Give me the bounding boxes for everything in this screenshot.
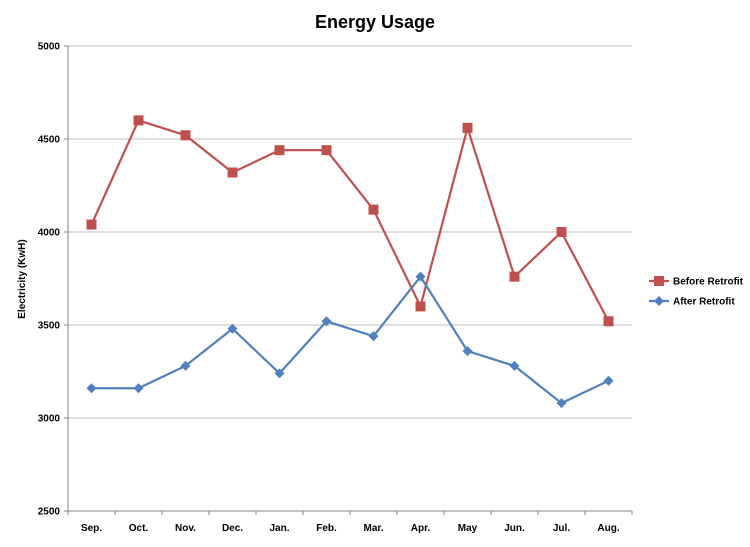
- series-line: [91, 275, 609, 405]
- x-axis-tick-labels: Sep. Oct. Nov. Dec. Jan. Feb. Mar. Apr. May Jun. J…: [81, 523, 620, 534]
- data-point-marker: [86, 383, 97, 394]
- gridlines: [68, 45, 632, 419]
- x-tick-label: Oct.: [129, 523, 149, 534]
- y-tick-label: 4000: [38, 228, 61, 239]
- y-tick-label: 5000: [38, 42, 61, 53]
- x-tick-label: May: [458, 523, 478, 534]
- data-point-marker: [274, 368, 285, 379]
- data-point-marker: [415, 271, 426, 282]
- data-point-marker: [321, 316, 332, 327]
- data-point-marker: [509, 360, 520, 371]
- data-point-marker: [603, 375, 614, 386]
- data-point-marker: [274, 145, 285, 156]
- data-point-marker: [180, 360, 191, 371]
- series-line: [90, 119, 610, 322]
- legend-marker: [654, 296, 664, 306]
- data-point-marker: [321, 145, 332, 156]
- legend-label: After Retrofit: [673, 297, 735, 308]
- data-point-marker: [133, 383, 144, 394]
- x-tick-label: Dec.: [222, 523, 243, 534]
- x-tick-label: Jan.: [269, 523, 289, 534]
- x-tick-label: Jun.: [504, 523, 525, 534]
- data-point-marker: [556, 398, 567, 409]
- y-tick-label: 4500: [38, 135, 61, 146]
- data-series: [86, 115, 614, 409]
- data-point-marker: [368, 204, 379, 215]
- x-tick-label: Sep.: [81, 523, 102, 534]
- axes: [64, 45, 633, 515]
- x-tick-label: Nov.: [175, 523, 196, 534]
- data-point-marker: [509, 271, 520, 282]
- data-point-marker: [415, 301, 426, 312]
- data-point-marker: [462, 122, 473, 133]
- y-tick-label: 3500: [38, 321, 61, 332]
- x-tick-label: Feb.: [316, 523, 337, 534]
- data-point-marker: [368, 331, 379, 342]
- y-tick-label: 2500: [38, 507, 61, 518]
- legend-marker: [654, 276, 664, 286]
- legend-entry: After Retrofit: [649, 296, 735, 308]
- y-axis-tick-labels: 2500 3000 3500 4000 4500 5000: [38, 42, 61, 518]
- data-point-marker: [227, 323, 238, 334]
- legend-label: Before Retrofit: [673, 277, 744, 288]
- y-axis-title: Electricity (KwH): [17, 239, 28, 318]
- x-tick-label: Aug.: [597, 523, 619, 534]
- y-tick-label: 3000: [38, 414, 61, 425]
- data-point-marker: [462, 346, 473, 357]
- data-point-marker: [86, 219, 97, 230]
- x-tick-label: Jul.: [553, 523, 570, 534]
- data-point-marker: [133, 115, 144, 126]
- data-point-marker: [556, 227, 567, 237]
- chart-title: Energy Usage: [315, 12, 435, 32]
- data-point-marker: [227, 167, 238, 178]
- data-point-marker: [603, 316, 614, 327]
- series-after-retrofit: [86, 271, 614, 409]
- x-tick-label: Apr.: [411, 523, 431, 534]
- legend: Before Retrofit After Retrofit: [649, 276, 744, 308]
- x-tick-label: Mar.: [363, 523, 383, 534]
- legend-entry: Before Retrofit: [649, 276, 744, 288]
- series-before-retrofit: [86, 115, 614, 327]
- data-point-marker: [180, 130, 191, 141]
